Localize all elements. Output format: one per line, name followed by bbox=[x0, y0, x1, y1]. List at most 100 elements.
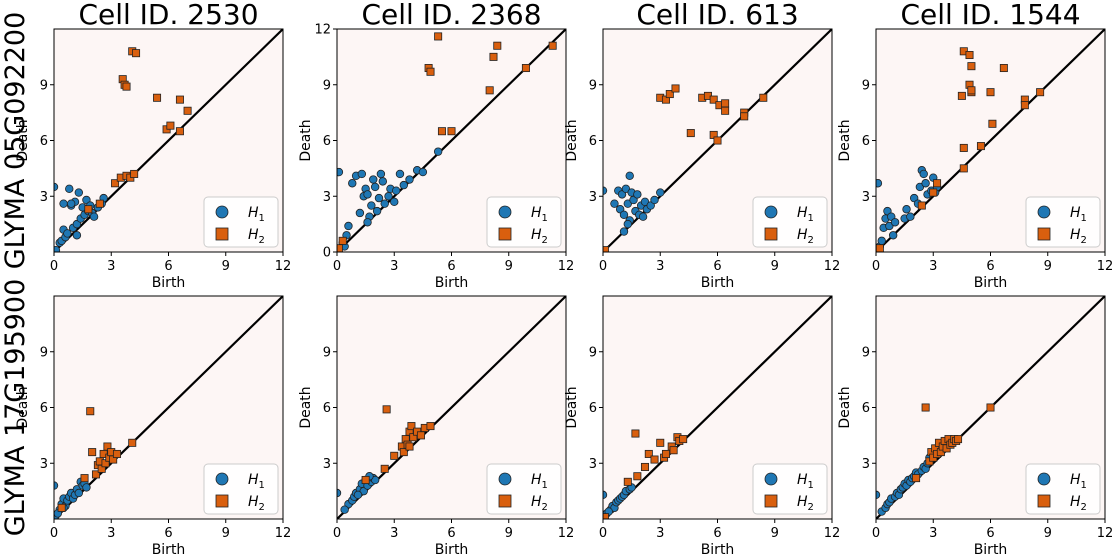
legend-label: H1 bbox=[1070, 205, 1087, 224]
h1-point bbox=[623, 219, 633, 229]
h1-point bbox=[888, 231, 898, 240]
h1-point bbox=[374, 193, 384, 203]
h2-point bbox=[521, 64, 530, 73]
h2-point bbox=[665, 90, 674, 99]
h2-point bbox=[183, 106, 192, 115]
x-tick-label: 6 bbox=[447, 259, 455, 274]
column-title: Cell ID. 1544 bbox=[900, 0, 1080, 31]
h2-point bbox=[91, 470, 100, 479]
h2-point bbox=[405, 442, 414, 451]
legend-h2-marker bbox=[215, 494, 229, 508]
x-tick-label: 0 bbox=[50, 259, 58, 274]
h2-point bbox=[721, 106, 730, 115]
x-axis-label: Birth bbox=[701, 542, 735, 558]
points-layer bbox=[603, 84, 768, 252]
x-tick-label: 12 bbox=[824, 526, 841, 541]
legend-box bbox=[1025, 463, 1101, 515]
x-tick-label: 0 bbox=[599, 526, 607, 541]
x-tick-label: 12 bbox=[558, 259, 575, 274]
h2-point bbox=[426, 422, 435, 431]
x-tick-label: 3 bbox=[390, 526, 398, 541]
h2-point bbox=[88, 448, 97, 457]
points-layer bbox=[876, 403, 995, 516]
h2-point bbox=[679, 435, 688, 444]
h2-point bbox=[603, 513, 609, 519]
y-tick-label: 3 bbox=[40, 190, 48, 205]
legend-h2-marker bbox=[764, 494, 778, 508]
h2-point bbox=[954, 435, 963, 444]
column-title: Cell ID. 2530 bbox=[78, 0, 258, 31]
h2-point bbox=[380, 464, 389, 473]
legend-label-subscript: 2 bbox=[259, 502, 265, 513]
row-labels: GLYMA 05G092200 GLYMA 17G195900 bbox=[0, 12, 31, 537]
legend-label-subscript: 2 bbox=[808, 235, 814, 246]
column-title: Cell ID. 613 bbox=[636, 0, 798, 31]
x-tick-label: 3 bbox=[929, 259, 937, 274]
h1-point bbox=[906, 212, 915, 221]
x-tick-label: 12 bbox=[275, 259, 292, 274]
h2-point bbox=[111, 179, 120, 188]
y-axis-label: Death bbox=[15, 119, 31, 161]
legend-label-subscript: 1 bbox=[542, 480, 548, 491]
y-tick-label: 3 bbox=[589, 457, 597, 472]
x-tick-label: 0 bbox=[333, 259, 341, 274]
x-axis-label: Birth bbox=[974, 542, 1008, 558]
legend-box bbox=[1025, 196, 1101, 248]
legend-label-base: H bbox=[797, 494, 808, 510]
h2-point bbox=[623, 477, 632, 486]
h1-point bbox=[890, 218, 900, 227]
legend-label: H1 bbox=[248, 205, 265, 224]
h1-point bbox=[633, 190, 642, 199]
points-layer bbox=[603, 429, 688, 519]
x-tick-label: 0 bbox=[333, 526, 341, 541]
y-tick-label: 12 bbox=[314, 23, 331, 38]
h1-point bbox=[370, 182, 380, 192]
h1-point bbox=[89, 212, 99, 221]
y-tick-label: 3 bbox=[862, 190, 870, 205]
h1-point bbox=[59, 199, 68, 208]
h1-point bbox=[656, 188, 665, 197]
x-tick-label: 6 bbox=[447, 526, 455, 541]
h2-point bbox=[86, 407, 95, 416]
legend-h1-marker bbox=[1037, 472, 1051, 486]
y-tick-label: 3 bbox=[862, 457, 870, 472]
legend-label-base: H bbox=[1070, 472, 1081, 488]
h1-point bbox=[919, 169, 928, 179]
diagonal-line bbox=[54, 296, 283, 519]
h2-point bbox=[130, 169, 139, 178]
h1-point bbox=[54, 245, 61, 252]
h2-point bbox=[876, 244, 884, 252]
h2-point bbox=[709, 95, 718, 104]
h1-point bbox=[363, 190, 372, 199]
legend-h2-marker bbox=[1037, 494, 1051, 508]
h1-point bbox=[619, 210, 629, 220]
y-tick-label: 6 bbox=[589, 401, 597, 416]
x-axis-label: Birth bbox=[152, 275, 186, 291]
legend-label: H1 bbox=[531, 205, 548, 224]
h2-point bbox=[967, 86, 976, 95]
x-tick-label: 9 bbox=[771, 259, 779, 274]
legend-h2-marker bbox=[215, 227, 229, 241]
h2-point bbox=[84, 205, 93, 214]
x-tick-label: 0 bbox=[599, 259, 607, 274]
h1-point bbox=[378, 177, 387, 186]
legend-label-base: H bbox=[531, 472, 542, 488]
h1-point bbox=[82, 483, 91, 492]
legend-h1-marker bbox=[498, 472, 512, 486]
h2-point bbox=[986, 403, 995, 412]
x-tick-label: 3 bbox=[656, 259, 664, 274]
y-axis-label: Death bbox=[837, 386, 853, 428]
h1-point bbox=[384, 192, 393, 201]
legend-label-base: H bbox=[248, 227, 259, 243]
y-axis-label: Death bbox=[564, 386, 580, 428]
x-tick-label: 12 bbox=[1097, 259, 1114, 274]
h1-point bbox=[72, 231, 82, 240]
legend-label-subscript: 1 bbox=[1081, 480, 1087, 491]
y-tick-label: 9 bbox=[862, 78, 870, 93]
